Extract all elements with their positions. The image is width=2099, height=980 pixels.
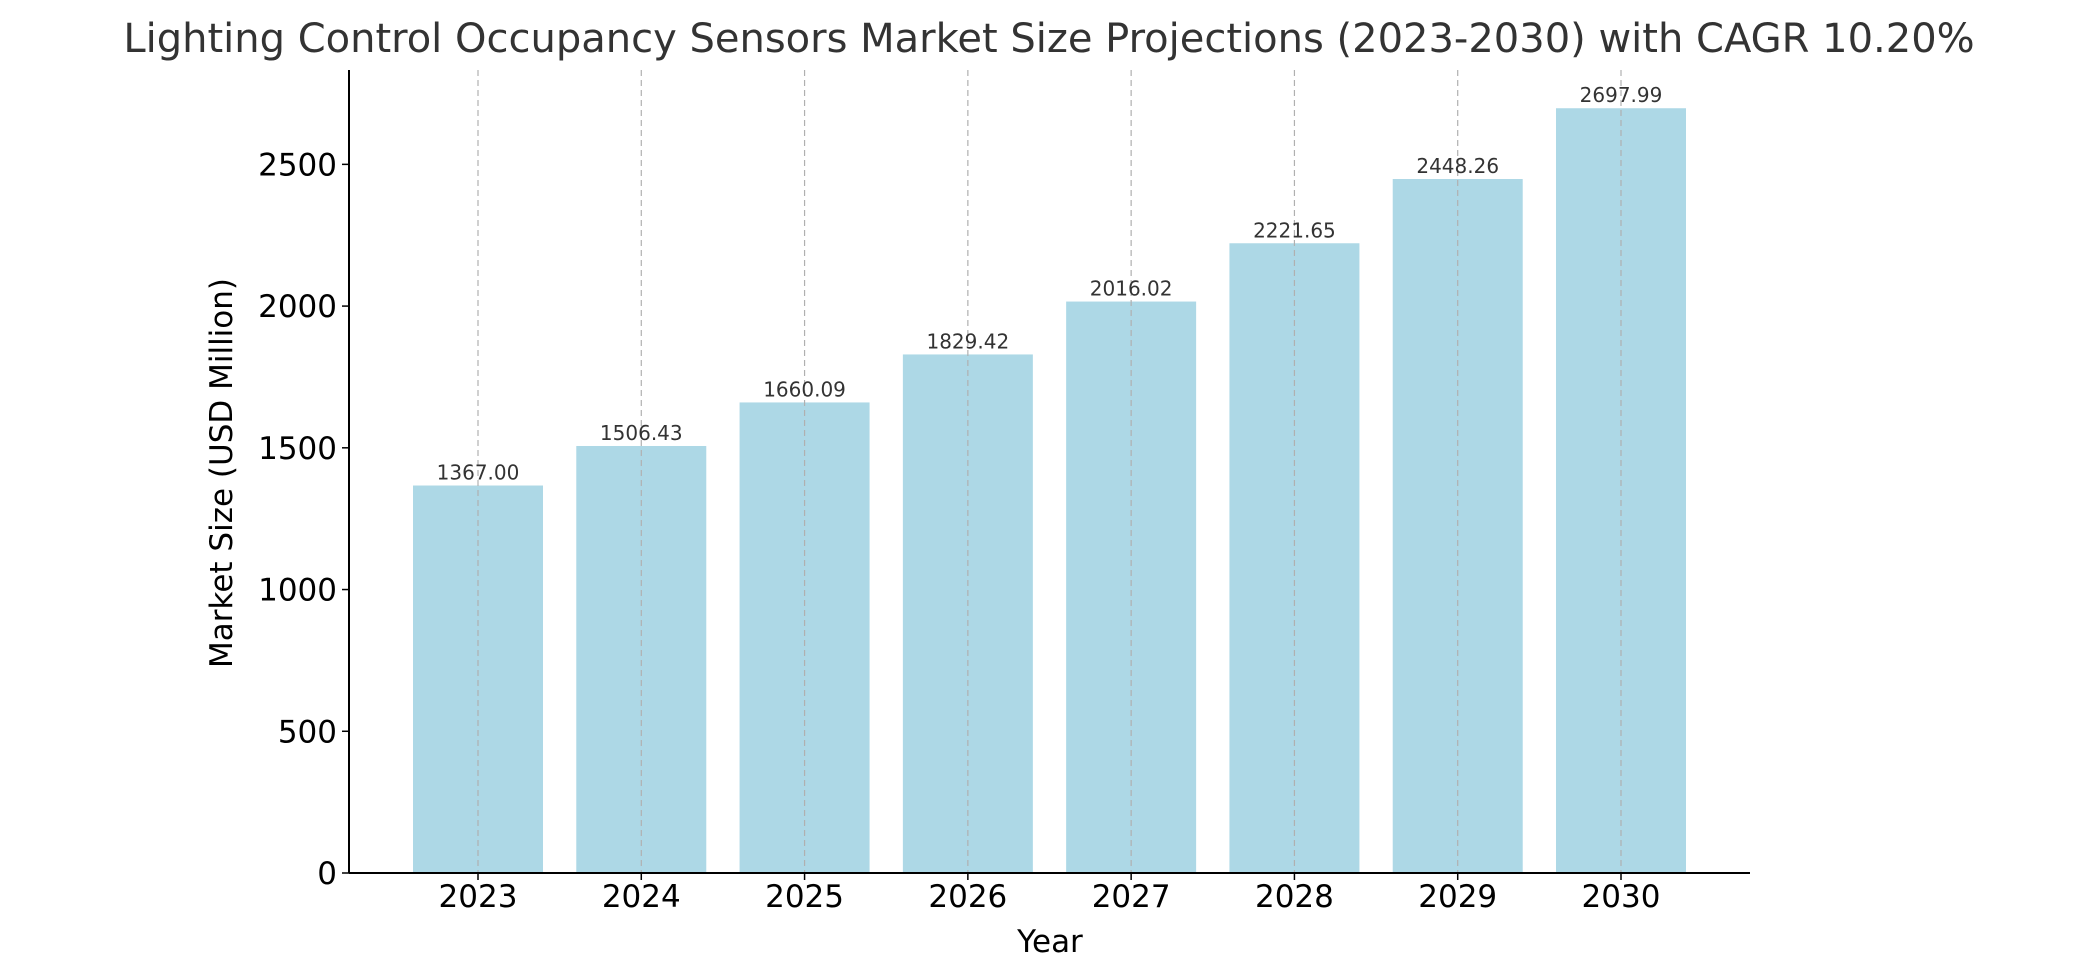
x-tick-label-2024: 2024: [602, 879, 681, 915]
y-axis-label: Market Size (USD Million): [204, 278, 240, 668]
value-label-2028: 2221.65: [1253, 218, 1336, 242]
value-label-2029: 2448.26: [1416, 154, 1499, 178]
x-tick-label-2023: 2023: [439, 879, 518, 915]
bars-layer: [413, 108, 1686, 874]
y-tick-label-1000: 1000: [258, 573, 337, 609]
value-labels-layer: 1367.00 1506.43 1660.09 1829.42 2016.02 2221.…: [437, 83, 1663, 484]
x-tick-label-2028: 2028: [1255, 879, 1334, 915]
x-tick-label-2025: 2025: [765, 879, 844, 915]
x-tick-label-2026: 2026: [928, 879, 1007, 915]
y-tick-label-1500: 1500: [258, 431, 337, 467]
y-tick-label-500: 500: [278, 714, 337, 750]
x-tick-label-2030: 2030: [1582, 879, 1661, 915]
ticks-layer: 2023 2024 2025 2026 2027 2028 2029 2030 0 500 1000…: [258, 147, 1660, 915]
x-tick-label-2029: 2029: [1418, 879, 1497, 915]
value-label-2025: 1660.09: [763, 377, 846, 401]
value-label-2030: 2697.99: [1580, 83, 1663, 107]
value-label-2023: 1367.00: [437, 461, 520, 485]
value-label-2027: 2016.02: [1090, 277, 1173, 301]
y-tick-label-2500: 2500: [258, 147, 337, 183]
y-tick-label-2000: 2000: [258, 289, 337, 325]
x-axis-label: Year: [1016, 924, 1083, 960]
x-tick-label-2027: 2027: [1092, 879, 1171, 915]
grid-layer: [477, 70, 1622, 873]
value-label-2026: 1829.42: [926, 329, 1009, 353]
value-label-2024: 1506.43: [600, 421, 683, 445]
bar-2028: [1229, 243, 1360, 874]
y-tick-label-0: 0: [317, 856, 337, 892]
chart-title: Lighting Control Occupancy Sensors Marke…: [123, 16, 1974, 62]
axes-layer: [348, 70, 1750, 874]
bar-2027: [1066, 301, 1197, 874]
